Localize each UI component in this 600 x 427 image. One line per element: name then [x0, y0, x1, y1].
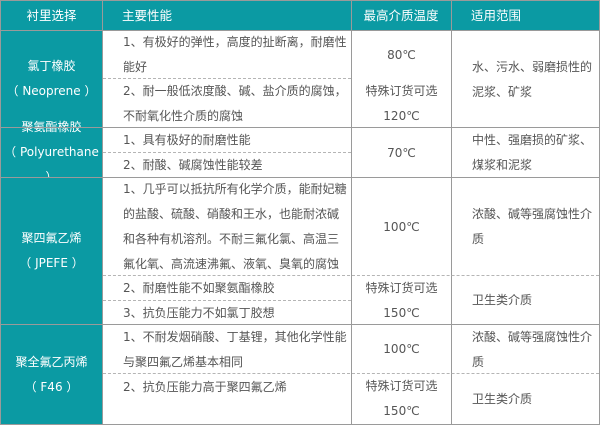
application-text: 卫生类介质: [472, 293, 533, 307]
application-text: 浓酸、碱等强腐蚀性介 质: [472, 329, 593, 369]
property-text: 1、具有极好的耐磨性能: [123, 133, 251, 147]
lining-name: 聚全氟乙丙烯: [15, 354, 88, 369]
temp-value: 100℃: [383, 219, 420, 234]
divider: [1, 30, 599, 31]
lining-english: （ Neoprene ）: [6, 83, 97, 98]
property-text: 2、耐酸、碱腐蚀性能较差: [123, 158, 263, 172]
lining-ptfe: 聚四氟乙烯 （ JPEFE ）: [1, 178, 102, 324]
property-text: 2、抗负压能力高于聚四氟乙烯: [123, 380, 287, 394]
header-properties: 主要性能: [102, 1, 351, 30]
property-text: 2、耐磨性能不如聚氨酯橡胶: [123, 281, 275, 295]
divider: [103, 373, 599, 374]
divider: [1, 324, 599, 325]
property-text: 1、几乎可以抵抗所有化学介质，能耐妃糖 的盐酸、硫酸、硝酸和王水，也能耐浓碱 和…: [123, 182, 347, 271]
header-application: 适用范围: [451, 1, 599, 30]
divider: [102, 1, 103, 424]
divider: [1, 127, 599, 128]
temp-value: 100℃: [383, 342, 420, 356]
lining-name: 聚四氟乙烯: [21, 231, 82, 245]
header-lining: 衬里选择: [1, 1, 102, 30]
property-text: 3、抗负压能力不如氯丁胶想: [123, 305, 275, 320]
lining-polyurethane: 聚氨酯橡胶（ Polyurethane ）: [1, 120, 102, 184]
temp-value: 70℃: [387, 145, 416, 160]
property-text: 1、不耐发烟硝酸、丁基锂，其他化学性能 与聚四氟乙烯基本相同: [123, 329, 347, 369]
lining-english: （ F46 ）: [24, 379, 79, 394]
divider: [1, 177, 599, 178]
divider: [103, 152, 351, 153]
property-text: 2、耐一般低浓度酸、碱、盐介质的腐蚀， 不耐氧化性介质的腐蚀: [123, 83, 347, 123]
divider: [451, 1, 452, 424]
divider: [351, 1, 352, 424]
divider: [103, 300, 351, 301]
temp-value: 特殊订货可选 150℃: [365, 280, 438, 320]
application-text: 水、污水、弱磨损性的 泥浆、矿浆: [472, 59, 593, 99]
header-max-temp: 最高介质温度: [351, 1, 451, 30]
divider: [103, 275, 599, 276]
lining-english: （ JPEFE ）: [19, 256, 84, 270]
temp-value: 特殊订货可选 120℃: [365, 83, 438, 123]
lining-neoprene: 氯丁橡胶 （ Neoprene ）: [1, 30, 102, 127]
property-text: 1、有极好的弹性，高度的扯断离，耐磨性 能好: [123, 35, 347, 74]
application-text: 中性、强磨损的矿浆、 煤浆和泥浆: [472, 133, 593, 172]
lining-f46: 聚全氟乙丙烯 （ F46 ）: [1, 325, 102, 424]
divider: [103, 78, 351, 79]
lining-name: 氯丁橡胶: [27, 58, 76, 73]
temp-value: 特殊订货可选 150℃: [365, 379, 438, 418]
temp-value: 80℃: [387, 47, 416, 62]
application-text: 浓酸、碱等强腐蚀性介 质: [472, 207, 593, 246]
application-text: 卫生类介质: [472, 391, 533, 406]
